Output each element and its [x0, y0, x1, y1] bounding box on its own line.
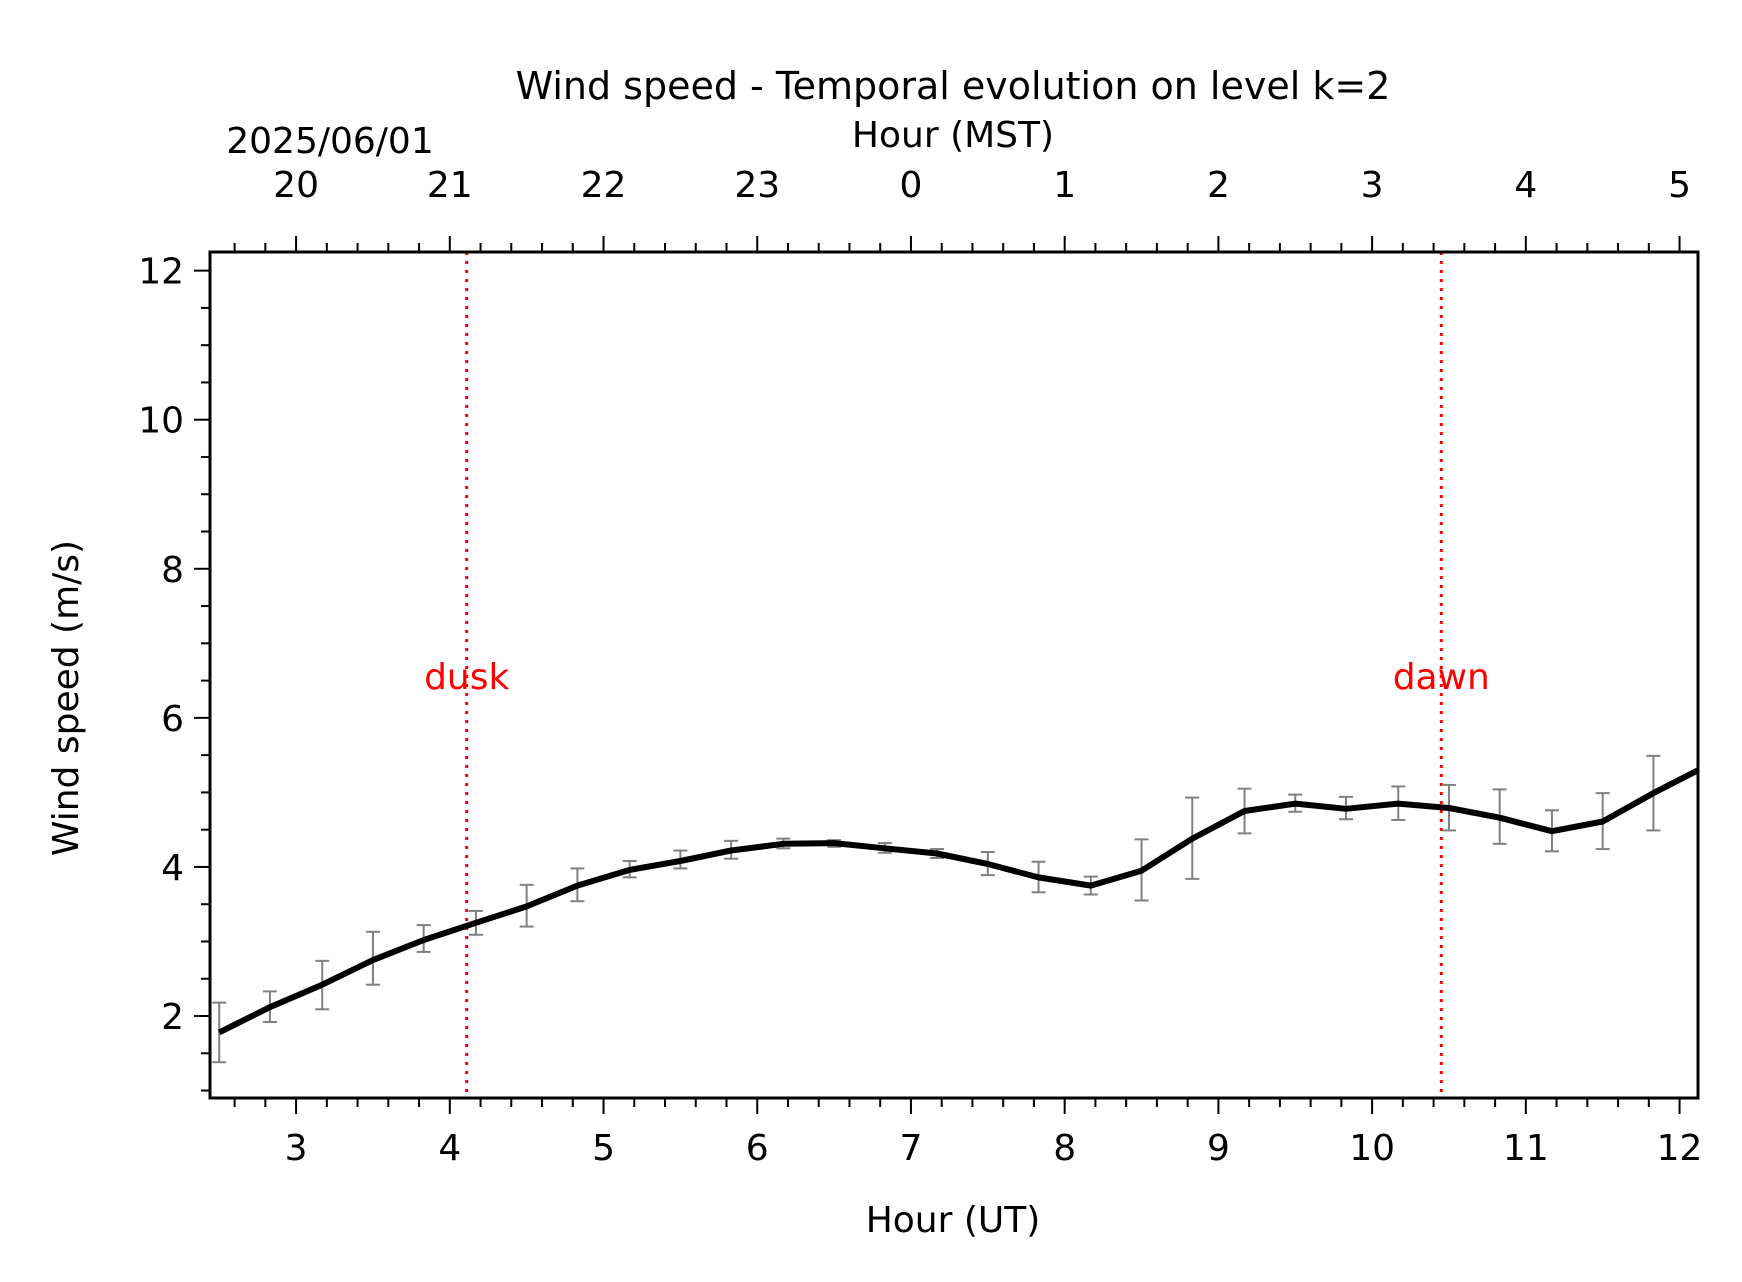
y-axis-title: Wind speed (m/s)	[46, 540, 87, 856]
x-tick-label: 12	[1657, 1128, 1703, 1169]
x-tick-label: 9	[1207, 1128, 1230, 1169]
x-axis-title: Hour (UT)	[866, 1200, 1041, 1241]
top-axis-title: Hour (MST)	[852, 115, 1054, 156]
y-tick-label: 2	[161, 997, 184, 1038]
x-tick-label: 11	[1503, 1128, 1549, 1169]
annotation-label-dawn: dawn	[1393, 657, 1490, 698]
plot-content	[212, 252, 1698, 1098]
y-tick-label: 10	[138, 401, 184, 442]
y-tick-label: 12	[138, 252, 184, 293]
x-tick-label: 6	[746, 1128, 769, 1169]
top-tick-label: 22	[581, 165, 627, 206]
annotation-label-dusk: dusk	[424, 657, 509, 698]
top-tick-label: 20	[273, 165, 319, 206]
top-tick-label: 1	[1053, 165, 1076, 206]
x-tick-label: 5	[592, 1128, 615, 1169]
x-tick-label: 4	[438, 1128, 461, 1169]
top-tick-label: 5	[1668, 165, 1691, 206]
top-tick-label: 3	[1361, 165, 1384, 206]
x-tick-label: 7	[900, 1128, 923, 1169]
x-tick-label: 10	[1349, 1128, 1395, 1169]
chart-title: Wind speed - Temporal evolution on level…	[516, 64, 1391, 108]
top-tick-label: 0	[900, 165, 923, 206]
y-tick-label: 8	[161, 550, 184, 591]
y-tick-label: 4	[161, 848, 184, 889]
top-tick-label: 4	[1514, 165, 1537, 206]
wind-speed-line	[217, 766, 1698, 1036]
top-tick-label: 21	[427, 165, 473, 206]
y-tick-label: 6	[161, 699, 184, 740]
x-tick-label: 8	[1053, 1128, 1076, 1169]
top-axis-date: 2025/06/01	[226, 121, 434, 162]
x-tick-label: 3	[285, 1128, 308, 1169]
top-tick-label: 23	[734, 165, 780, 206]
plot-frame	[208, 250, 1700, 1100]
top-tick-label: 2	[1207, 165, 1230, 206]
